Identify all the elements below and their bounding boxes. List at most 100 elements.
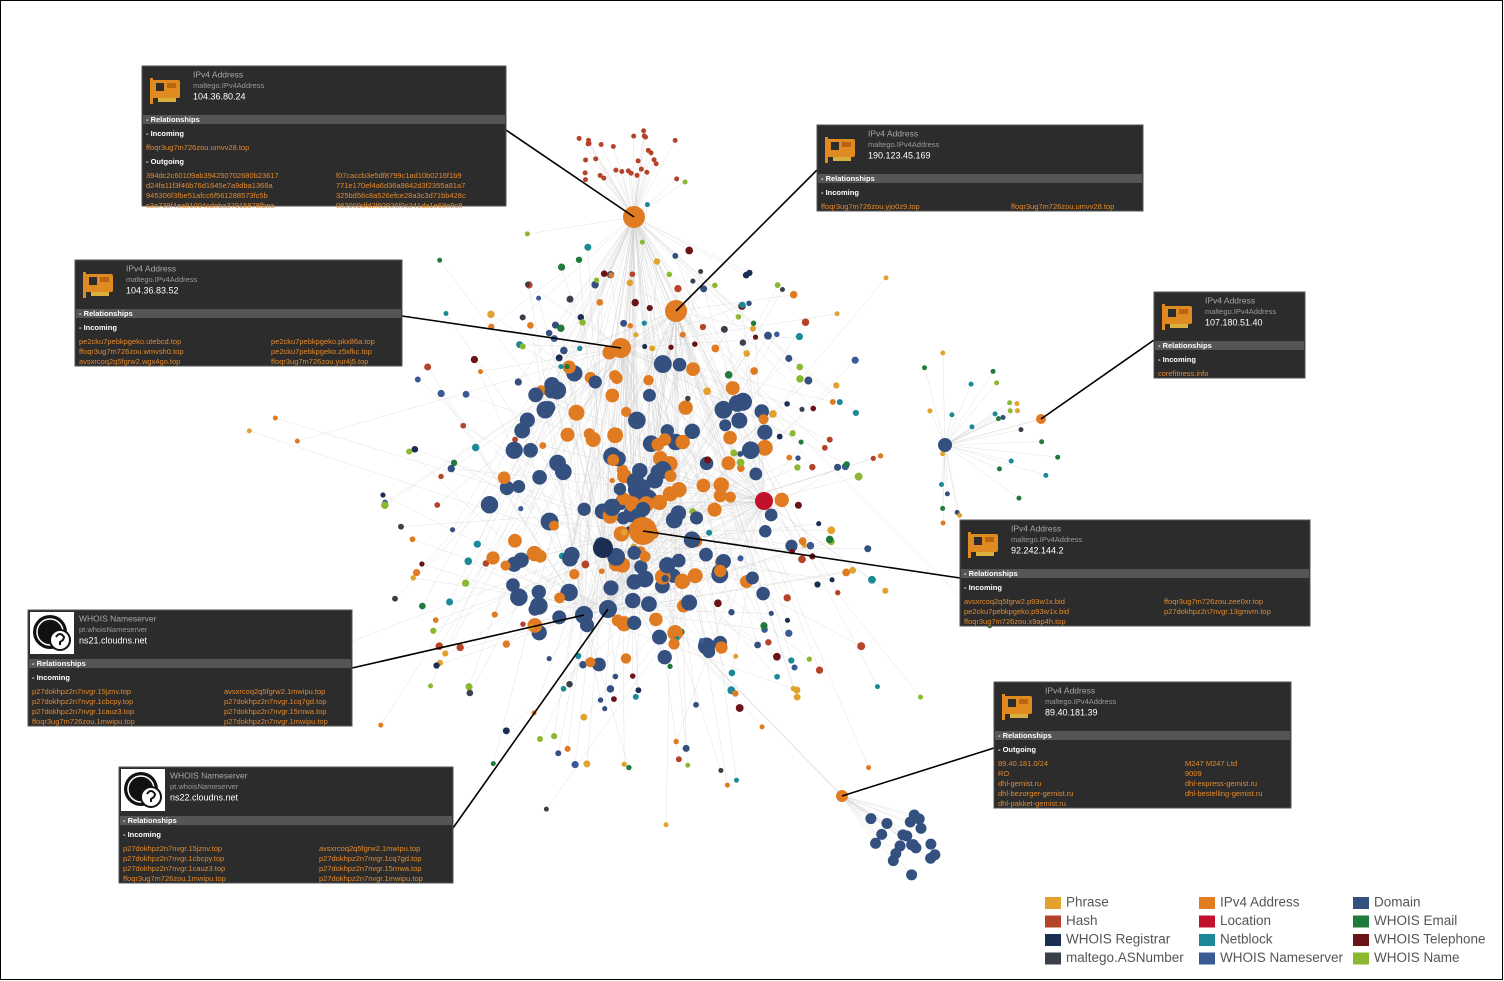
node[interactable] bbox=[598, 141, 604, 147]
node[interactable] bbox=[833, 382, 840, 389]
node[interactable] bbox=[631, 133, 637, 139]
node[interactable] bbox=[679, 331, 686, 338]
node[interactable] bbox=[606, 685, 615, 693]
node[interactable] bbox=[651, 438, 665, 451]
node[interactable] bbox=[774, 673, 780, 680]
node[interactable] bbox=[582, 177, 588, 183]
node[interactable] bbox=[651, 629, 667, 645]
node[interactable] bbox=[555, 750, 562, 757]
node[interactable] bbox=[486, 551, 500, 565]
node[interactable] bbox=[663, 822, 669, 828]
node[interactable] bbox=[519, 343, 526, 350]
node[interactable] bbox=[532, 470, 547, 485]
node[interactable] bbox=[443, 311, 449, 317]
node[interactable] bbox=[949, 412, 955, 418]
node[interactable] bbox=[683, 531, 701, 548]
node[interactable] bbox=[575, 256, 583, 263]
node[interactable] bbox=[506, 578, 520, 592]
relation-item[interactable]: p27dokhpz2n7nvgr.13gmvm.top bbox=[1164, 607, 1271, 616]
node[interactable] bbox=[689, 511, 704, 525]
node[interactable] bbox=[499, 480, 515, 496]
node[interactable] bbox=[706, 529, 713, 536]
node[interactable] bbox=[765, 639, 772, 646]
node[interactable] bbox=[809, 463, 816, 471]
node[interactable] bbox=[692, 341, 698, 347]
node[interactable] bbox=[793, 686, 801, 694]
node[interactable] bbox=[591, 280, 599, 289]
node[interactable] bbox=[644, 202, 650, 208]
node[interactable] bbox=[711, 344, 720, 353]
node[interactable] bbox=[798, 555, 806, 564]
node[interactable] bbox=[719, 419, 732, 432]
node[interactable] bbox=[915, 822, 927, 834]
node[interactable] bbox=[714, 564, 727, 578]
relation-item[interactable]: ffoqr3ug7m726zou.yur4j5.top bbox=[271, 357, 368, 366]
relation-item[interactable]: ffoqr3ug7m726zou.wmvsh0.top bbox=[79, 347, 184, 356]
node[interactable] bbox=[743, 350, 751, 357]
relation-item[interactable]: 89.40.181.0/24 bbox=[998, 759, 1048, 768]
node[interactable] bbox=[746, 571, 759, 585]
node[interactable] bbox=[881, 817, 893, 829]
node[interactable] bbox=[666, 271, 673, 278]
node[interactable] bbox=[471, 443, 480, 452]
relation-item[interactable]: ffoqr3ug7m726zou.x9ap4h.top bbox=[964, 617, 1066, 626]
node[interactable] bbox=[922, 365, 928, 371]
node[interactable] bbox=[768, 610, 774, 616]
node[interactable] bbox=[836, 399, 843, 406]
node[interactable] bbox=[776, 433, 783, 440]
node[interactable] bbox=[657, 650, 672, 665]
node[interactable] bbox=[546, 655, 552, 662]
node[interactable] bbox=[756, 586, 770, 601]
node[interactable] bbox=[814, 581, 821, 588]
node[interactable] bbox=[693, 701, 699, 708]
node[interactable] bbox=[940, 520, 946, 526]
node[interactable] bbox=[671, 553, 686, 568]
node[interactable] bbox=[638, 166, 644, 172]
relation-item[interactable]: p27dokhpz2n7nvgr.1cauz3.top bbox=[123, 864, 225, 873]
node[interactable] bbox=[667, 625, 684, 641]
relation-item[interactable]: p27dokhpz2n7nvgr.1mwipu.top bbox=[319, 874, 423, 883]
node[interactable] bbox=[1043, 472, 1049, 478]
node[interactable] bbox=[482, 560, 490, 567]
node[interactable] bbox=[424, 363, 432, 371]
relation-item[interactable]: RO bbox=[998, 769, 1009, 778]
node[interactable] bbox=[646, 304, 653, 312]
node[interactable] bbox=[1007, 400, 1013, 406]
node[interactable] bbox=[497, 471, 511, 485]
node[interactable] bbox=[629, 271, 636, 278]
node[interactable] bbox=[541, 400, 556, 415]
node[interactable] bbox=[480, 496, 499, 514]
node[interactable] bbox=[641, 133, 647, 139]
node[interactable] bbox=[685, 762, 691, 768]
node[interactable] bbox=[593, 538, 613, 558]
node[interactable] bbox=[577, 314, 585, 321]
node[interactable] bbox=[816, 521, 822, 527]
node[interactable] bbox=[579, 661, 587, 669]
node[interactable] bbox=[673, 738, 679, 745]
node[interactable] bbox=[272, 415, 278, 421]
node[interactable] bbox=[473, 540, 481, 548]
node[interactable] bbox=[502, 727, 510, 735]
node[interactable] bbox=[593, 277, 600, 283]
node[interactable] bbox=[866, 765, 872, 771]
node[interactable] bbox=[632, 693, 639, 700]
node[interactable] bbox=[531, 584, 546, 600]
node[interactable] bbox=[629, 673, 636, 679]
node[interactable] bbox=[294, 438, 300, 444]
node[interactable] bbox=[864, 545, 872, 553]
node[interactable] bbox=[834, 463, 842, 471]
node[interactable] bbox=[794, 464, 801, 471]
node[interactable] bbox=[438, 473, 444, 480]
node[interactable] bbox=[592, 657, 606, 672]
relation-item[interactable]: p27dokhpz2n7nvgr.1cq7gd.top bbox=[224, 697, 327, 706]
node[interactable] bbox=[533, 549, 547, 563]
node[interactable] bbox=[490, 761, 496, 767]
node[interactable] bbox=[713, 477, 729, 493]
node[interactable] bbox=[569, 568, 580, 580]
node[interactable] bbox=[626, 764, 632, 771]
node[interactable] bbox=[576, 135, 582, 141]
relation-item[interactable]: avsxrcoq2q5fgrw2.p93w1x.bid bbox=[964, 597, 1065, 606]
node[interactable] bbox=[414, 376, 421, 383]
relation-item[interactable]: c3a739f4ea91004cdeba37915878fbea bbox=[146, 201, 275, 210]
node[interactable] bbox=[557, 263, 566, 271]
